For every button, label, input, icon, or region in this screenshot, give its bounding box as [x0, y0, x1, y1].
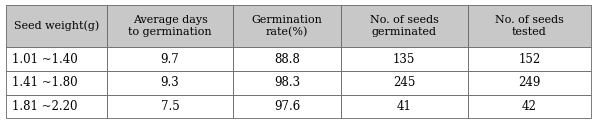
- Text: 97.6: 97.6: [274, 100, 300, 113]
- Bar: [107, 47, 233, 71]
- Bar: [233, 5, 341, 47]
- Text: Seed weight(g): Seed weight(g): [14, 21, 99, 31]
- Text: 249: 249: [518, 76, 540, 89]
- Bar: [6, 5, 107, 47]
- Bar: [6, 94, 107, 118]
- Text: No. of seeds
germinated: No. of seeds germinated: [370, 15, 439, 37]
- Bar: [6, 71, 107, 94]
- Text: 1.81 ~2.20: 1.81 ~2.20: [12, 100, 78, 113]
- Bar: [233, 71, 341, 94]
- Text: 9.3: 9.3: [161, 76, 180, 89]
- Text: 1.41 ~1.80: 1.41 ~1.80: [12, 76, 78, 89]
- Text: Average days
to germination: Average days to germination: [128, 15, 212, 37]
- Text: 88.8: 88.8: [274, 53, 300, 66]
- Bar: [467, 47, 591, 71]
- Bar: [6, 47, 107, 71]
- Bar: [233, 47, 341, 71]
- Text: 245: 245: [393, 76, 416, 89]
- Text: 42: 42: [522, 100, 537, 113]
- Text: 135: 135: [393, 53, 416, 66]
- Bar: [467, 71, 591, 94]
- Bar: [467, 94, 591, 118]
- Text: 98.3: 98.3: [274, 76, 300, 89]
- Bar: [107, 5, 233, 47]
- Bar: [107, 94, 233, 118]
- Bar: [341, 71, 467, 94]
- Bar: [341, 5, 467, 47]
- Text: No. of seeds
tested: No. of seeds tested: [495, 15, 564, 37]
- Text: 152: 152: [518, 53, 540, 66]
- Text: 41: 41: [396, 100, 411, 113]
- Text: 1.01 ~1.40: 1.01 ~1.40: [12, 53, 78, 66]
- Text: Germination
rate(%): Germination rate(%): [252, 15, 322, 37]
- Bar: [341, 94, 467, 118]
- Bar: [107, 71, 233, 94]
- Bar: [341, 47, 467, 71]
- Text: 7.5: 7.5: [161, 100, 180, 113]
- Bar: [467, 5, 591, 47]
- Bar: [233, 94, 341, 118]
- Text: 9.7: 9.7: [161, 53, 180, 66]
